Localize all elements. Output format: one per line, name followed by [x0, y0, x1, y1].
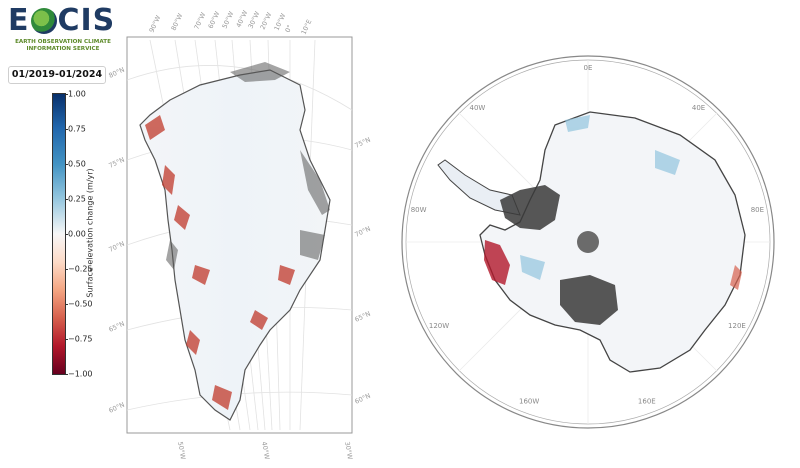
pole-hole — [577, 231, 599, 253]
colorbar-tickmark — [65, 304, 68, 305]
greenland-coast-rock — [166, 62, 330, 270]
logo-letters-cis: CIS — [57, 3, 116, 38]
greenland-frame — [126, 36, 353, 434]
antarctica-lon-label: 40E — [692, 104, 705, 112]
logo-subtitle-line1: EARTH OBSERVATION CLIMATE — [15, 39, 111, 45]
colorbar-tick-label: 0.00 — [68, 229, 86, 239]
colorbar-tick-label: −0.75 — [68, 334, 93, 344]
antarctica-lon-label: 80W — [411, 206, 427, 214]
antarctica-thickening — [520, 115, 680, 280]
globe-icon — [30, 8, 57, 34]
antarctica-lon-label: 0E — [584, 64, 593, 72]
antarctica-lon-label: 160E — [638, 398, 656, 406]
colorbar-tickmark — [65, 374, 68, 375]
colorbar-tick-label: 1.00 — [68, 89, 86, 99]
antarctica-ice-sheet — [479, 111, 746, 373]
colorbar-tick-label: 0.75 — [68, 124, 86, 134]
colorbar-tickmark — [65, 129, 68, 130]
greenland-lon-label: 50°W — [176, 441, 187, 461]
colorbar-tickmark — [65, 94, 68, 95]
period-label: 01/2019-01/2024 — [8, 66, 106, 84]
antarctica-thinning-minor — [730, 265, 742, 290]
greenland-thinning — [145, 115, 295, 410]
ronne-filchner-ice-shelf — [500, 185, 560, 230]
colorbar-tickmark — [65, 269, 68, 270]
colorbar-tick-label: −1.00 — [68, 369, 93, 379]
antarctica-lon-label: 160W — [519, 398, 539, 406]
logo-subtitle-line2: INFORMATION SERVICE — [26, 46, 100, 52]
greenland-lon-label: 30°W — [343, 441, 354, 461]
greenland-lon-label: 0° — [284, 24, 294, 34]
colorbar-tickmark — [65, 339, 68, 340]
ross-ice-shelf — [560, 275, 618, 325]
antarctica-lon-label: 120E — [728, 322, 746, 330]
antarctica-lon-label: 80E — [751, 206, 764, 214]
colorbar-tickmark — [65, 199, 68, 200]
antarctica-outer-ring — [401, 55, 775, 429]
colorbar-tick-label: −0.25 — [68, 264, 93, 274]
greenland-ice-sheet — [139, 69, 331, 421]
greenland-lon-label: 40°W — [260, 441, 271, 461]
logo-letter-e: E — [8, 3, 30, 38]
antarctica-lon-label: 120W — [429, 322, 449, 330]
amundsen-sea-thinning — [484, 240, 510, 285]
logo-wordmark: E CIS — [8, 6, 118, 36]
colorbar-tickmark — [65, 234, 68, 235]
ecis-logo: E CIS EARTH OBSERVATION CLIMATE INFORMAT… — [8, 6, 118, 53]
colorbar-tick-label: −0.50 — [68, 299, 93, 309]
colorbar-tick-label: 0.50 — [68, 159, 86, 169]
colorbar-tickmark — [65, 164, 68, 165]
antarctica-lon-label: 40W — [470, 104, 486, 112]
antarctic-peninsula — [437, 159, 521, 216]
logo-subtitle: EARTH OBSERVATION CLIMATE INFORMATION SE… — [8, 39, 118, 53]
colorbar-tick-label: 0.25 — [68, 194, 86, 204]
